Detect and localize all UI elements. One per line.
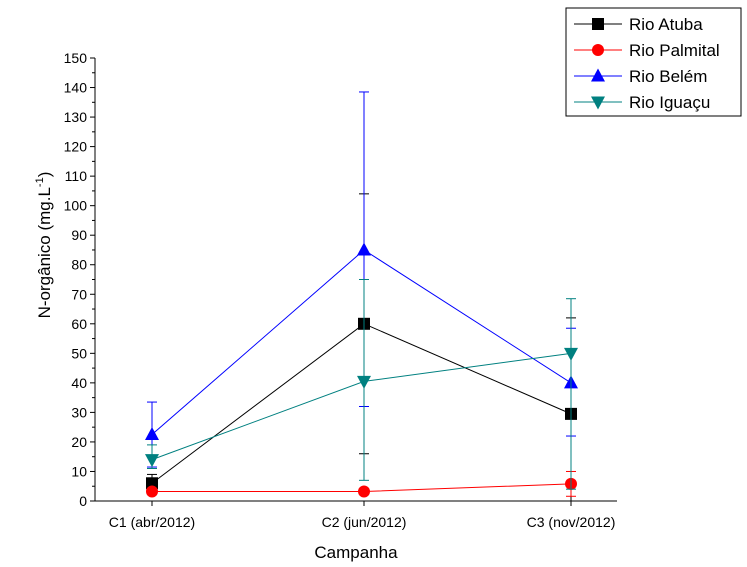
axes: 0 10 20 30 40 50 60 70 80 90 100 110 120 130 140 150 C1 …: [64, 50, 617, 530]
data-point: [357, 375, 371, 389]
data-point: [146, 477, 158, 490]
y-tick-label: 0: [79, 493, 87, 509]
x-tick-label: C2 (jun/2012): [322, 514, 407, 530]
y-tick-label: 120: [64, 139, 88, 155]
y-tick-label: 90: [71, 227, 87, 243]
y-tick-label: 60: [71, 316, 87, 332]
x-tick-label: C1 (abr/2012): [109, 514, 195, 530]
series-rio-atuba: [146, 193, 577, 502]
y-tick-label: 30: [71, 404, 87, 420]
data-point: [146, 485, 158, 498]
y-tick-label: 140: [64, 80, 88, 96]
x-axis-label: Campanha: [314, 543, 398, 562]
y-tick-label: 100: [64, 198, 88, 214]
y-axis-label-end: ): [35, 172, 54, 178]
data-point: [564, 347, 578, 361]
y-axis-label-main: N-orgânico (mg.L: [35, 187, 54, 318]
y-tick-label: 130: [64, 109, 88, 125]
legend-label: Rio Belém: [629, 67, 707, 86]
legend-label: Rio Palmital: [629, 41, 720, 60]
y-tick-label: 150: [64, 50, 88, 66]
y-axis-label: N-orgânico (mg.L-1): [34, 172, 54, 319]
legend-marker: [592, 44, 604, 56]
x-tick-label: C3 (nov/2012): [527, 514, 616, 530]
legend-marker: [592, 18, 604, 30]
series-rio-palmital: [146, 470, 577, 498]
series-rio-iguaçu: [145, 279, 578, 490]
data-point: [358, 485, 370, 498]
y-tick-label: 70: [71, 286, 87, 302]
legend-label: Rio Iguaçu: [629, 93, 710, 112]
y-tick-label: 20: [71, 434, 87, 450]
y-tick-label: 40: [71, 375, 87, 391]
data-point: [145, 454, 159, 468]
y-axis-label-superscript: -1: [34, 177, 46, 187]
legend-label: Rio Atuba: [629, 15, 703, 34]
legend: Rio Atuba Rio Palmital Rio Belém Rio Iguaçu: [565, 7, 742, 117]
series-layer: [145, 91, 578, 502]
data-point: [145, 427, 159, 441]
y-tick-label: 110: [65, 168, 88, 184]
y-tick-label: 80: [71, 257, 87, 273]
legend-marker: [591, 68, 605, 82]
series-line: [151, 323, 572, 484]
y-tick-label: 10: [71, 463, 87, 479]
legend-marker: [591, 96, 605, 110]
data-point: [357, 242, 371, 256]
y-tick-label: 50: [71, 345, 87, 361]
